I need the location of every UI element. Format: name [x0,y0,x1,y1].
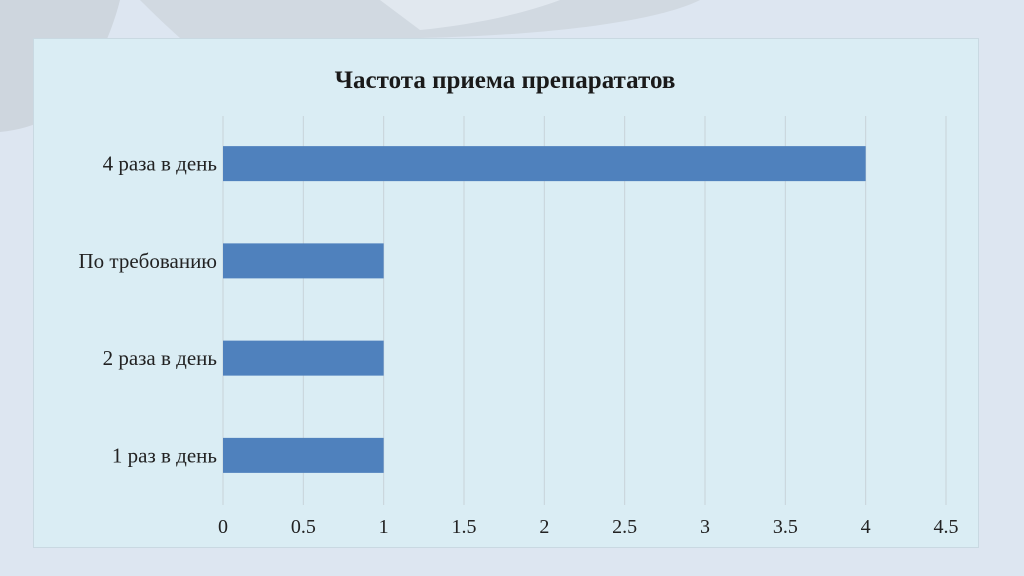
x-tick-label: 1 [379,516,389,538]
bar [223,243,384,279]
category-label: По требованию [79,249,217,273]
x-tick-label: 4.5 [934,516,959,538]
bar [223,146,866,182]
x-tick-label: 0 [218,516,228,538]
x-tick-label: 2 [539,516,549,538]
x-tick-label: 4 [861,516,871,538]
y-axis-category-labels: 4 раза в день По требованию 2 раза в день 1… [79,152,217,468]
category-label: 4 раза в день [103,152,217,176]
background-shape-top-light [380,0,560,30]
chart-title: Частота приема препарататов [334,67,676,94]
x-tick-label: 3 [700,516,710,538]
x-tick-label: 0.5 [291,516,316,538]
x-tick-label: 2.5 [612,516,637,538]
x-tick-label: 1.5 [452,516,477,538]
chart-panel [33,38,979,548]
bar [223,437,384,473]
category-label: 2 раза в день [103,346,217,370]
bar [223,340,384,376]
bars [223,146,866,473]
category-label: 1 раз в день [112,443,217,467]
x-axis-tick-labels: 0 0.5 1 1.5 2 2.5 3 3.5 4 4.5 [218,516,959,538]
x-tick-label: 3.5 [773,516,798,538]
